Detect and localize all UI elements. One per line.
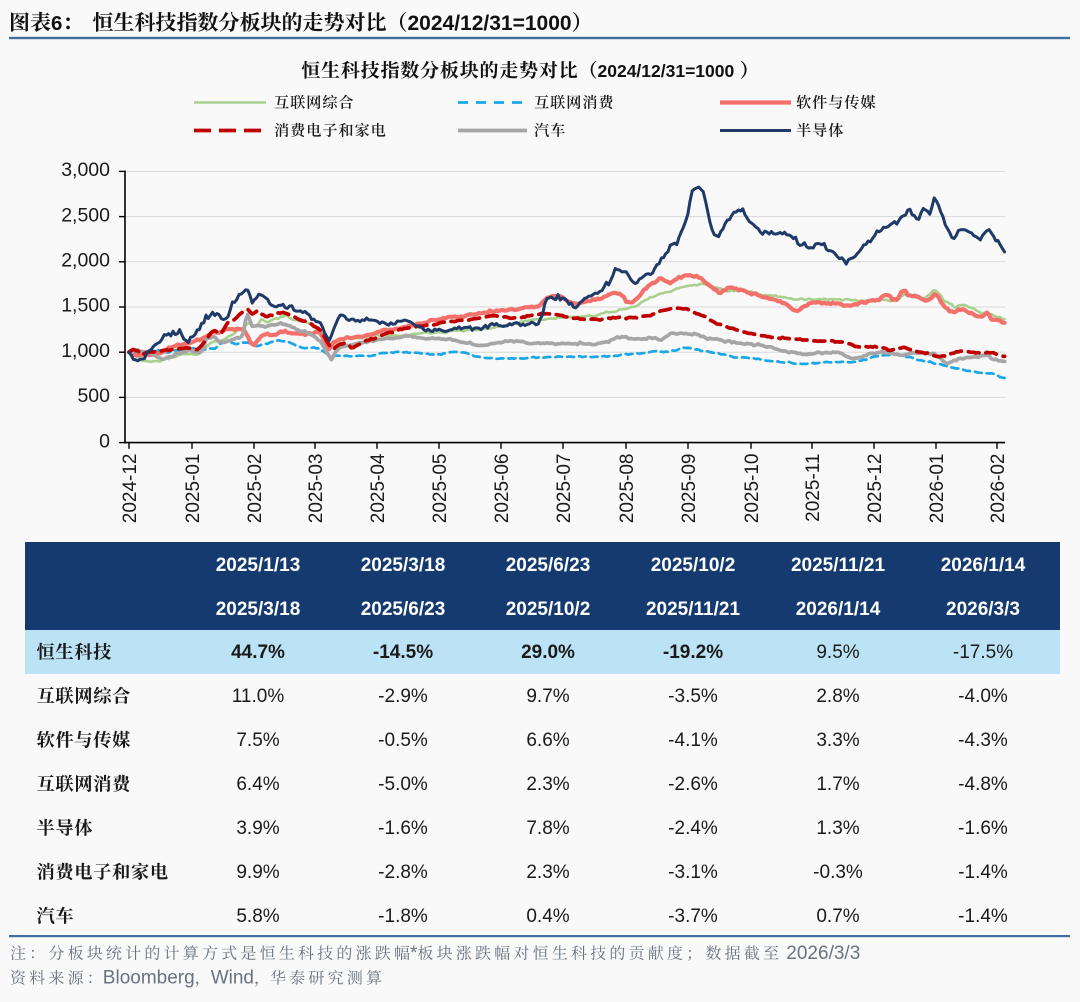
svg-text:1.3%: 1.3% <box>816 818 859 839</box>
svg-text:2025/10/2: 2025/10/2 <box>506 599 591 620</box>
svg-text:9.9%: 9.9% <box>236 862 279 883</box>
svg-text:2026/3/3: 2026/3/3 <box>946 599 1020 620</box>
svg-text:2024/12/31=1000: 2024/12/31=1000 <box>598 61 735 81</box>
svg-text:2025-02: 2025-02 <box>245 454 266 524</box>
svg-text:2025/11/21: 2025/11/21 <box>791 555 885 576</box>
svg-text:44.7%: 44.7% <box>231 642 285 663</box>
svg-text:*: * <box>410 943 418 964</box>
svg-text:2025-03: 2025-03 <box>306 454 327 524</box>
svg-text:-1.4%: -1.4% <box>958 862 1008 883</box>
svg-text:1.7%: 1.7% <box>816 774 859 795</box>
svg-text:2025/1/13: 2025/1/13 <box>216 555 301 576</box>
svg-text:2025-09: 2025-09 <box>679 454 700 524</box>
svg-text:2025/3/18: 2025/3/18 <box>361 555 446 576</box>
svg-text:2025-11: 2025-11 <box>803 454 824 522</box>
svg-text:2025-10: 2025-10 <box>742 454 763 524</box>
svg-text:-2.9%: -2.9% <box>378 686 428 707</box>
svg-text:500: 500 <box>77 385 110 407</box>
svg-text:2,500: 2,500 <box>61 204 110 226</box>
svg-text:2026/1/14: 2026/1/14 <box>941 555 1026 576</box>
svg-text:2025/6/23: 2025/6/23 <box>506 555 591 576</box>
svg-text:0: 0 <box>99 430 110 452</box>
svg-text:-5.0%: -5.0% <box>378 774 428 795</box>
svg-text:2026-01: 2026-01 <box>927 454 948 524</box>
svg-text:-1.4%: -1.4% <box>958 906 1008 927</box>
svg-text:2025-04: 2025-04 <box>368 453 389 523</box>
svg-text:5.8%: 5.8% <box>236 906 279 927</box>
svg-text:-2.6%: -2.6% <box>668 774 718 795</box>
svg-text:6.4%: 6.4% <box>236 774 279 795</box>
svg-text:-1.6%: -1.6% <box>378 818 428 839</box>
svg-text:2025/6/23: 2025/6/23 <box>361 599 446 620</box>
svg-text:9.7%: 9.7% <box>526 686 569 707</box>
svg-text:2025/3/18: 2025/3/18 <box>216 599 301 620</box>
svg-text:2025-01: 2025-01 <box>183 454 204 524</box>
svg-text:29.0%: 29.0% <box>521 642 575 663</box>
svg-text:2025-12: 2025-12 <box>865 454 886 524</box>
svg-text:2024/12/31=1000: 2024/12/31=1000 <box>408 12 572 35</box>
svg-text:-1.6%: -1.6% <box>958 818 1008 839</box>
svg-text:2025-06: 2025-06 <box>492 454 513 524</box>
svg-text:-4.8%: -4.8% <box>958 774 1008 795</box>
svg-text:2.3%: 2.3% <box>526 862 569 883</box>
svg-text:2,000: 2,000 <box>61 250 110 272</box>
svg-text:2026/3/3: 2026/3/3 <box>786 943 860 964</box>
svg-text:2026/1/14: 2026/1/14 <box>796 599 881 620</box>
svg-text:Wind: Wind <box>211 968 254 989</box>
svg-text:-4.0%: -4.0% <box>958 686 1008 707</box>
svg-text:-19.2%: -19.2% <box>663 642 723 663</box>
svg-text:-0.5%: -0.5% <box>378 730 428 751</box>
svg-text:9.5%: 9.5% <box>816 642 859 663</box>
svg-text:-14.5%: -14.5% <box>373 642 433 663</box>
svg-text:0.7%: 0.7% <box>816 906 859 927</box>
svg-text:11.0%: 11.0% <box>232 686 285 707</box>
svg-text:-0.3%: -0.3% <box>813 862 863 883</box>
svg-text:-4.3%: -4.3% <box>958 730 1008 751</box>
svg-text:-4.1%: -4.1% <box>668 730 718 751</box>
svg-text:-2.4%: -2.4% <box>668 818 718 839</box>
svg-text:-1.8%: -1.8% <box>378 906 428 927</box>
svg-text:-3.5%: -3.5% <box>668 686 718 707</box>
svg-text:2025-05: 2025-05 <box>430 454 451 524</box>
svg-text:1,000: 1,000 <box>61 340 110 362</box>
svg-text:1,500: 1,500 <box>61 295 110 317</box>
svg-text:0.4%: 0.4% <box>526 906 569 927</box>
svg-text:3.3%: 3.3% <box>816 730 859 751</box>
svg-text:2025-07: 2025-07 <box>554 454 575 524</box>
svg-text:6: 6 <box>51 12 62 35</box>
svg-text:-3.1%: -3.1% <box>668 862 718 883</box>
svg-text:3,000: 3,000 <box>61 159 110 181</box>
svg-text:2.8%: 2.8% <box>816 686 859 707</box>
svg-text:2026-02: 2026-02 <box>988 454 1009 524</box>
svg-text:2024-12: 2024-12 <box>120 454 141 524</box>
svg-text:-3.7%: -3.7% <box>668 906 718 927</box>
svg-text:-2.8%: -2.8% <box>378 862 428 883</box>
svg-text:2025/11/21: 2025/11/21 <box>646 599 740 620</box>
svg-text:2025-08: 2025-08 <box>617 454 638 524</box>
svg-text:3.9%: 3.9% <box>236 818 279 839</box>
svg-text:2.3%: 2.3% <box>526 774 569 795</box>
svg-text:7.5%: 7.5% <box>236 730 279 751</box>
svg-text:7.8%: 7.8% <box>526 818 569 839</box>
svg-text:2025/10/2: 2025/10/2 <box>651 555 736 576</box>
svg-text:6.6%: 6.6% <box>526 730 569 751</box>
svg-text:Bloomberg: Bloomberg <box>103 968 195 989</box>
svg-text:-17.5%: -17.5% <box>953 642 1013 663</box>
